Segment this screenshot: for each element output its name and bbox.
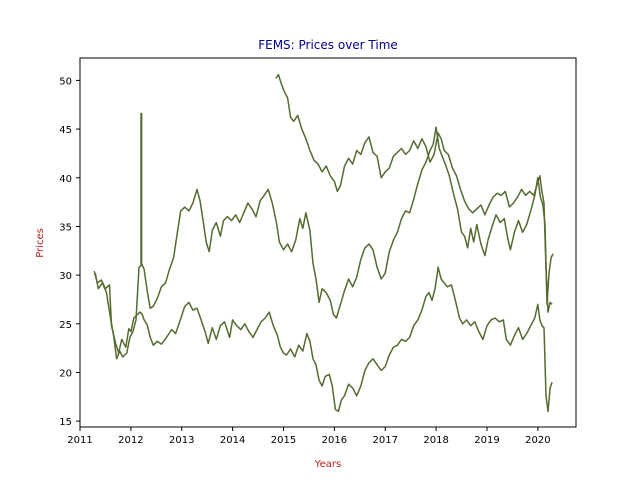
y-tick-label: 15 — [59, 417, 72, 428]
y-axis-label: Prices — [35, 228, 46, 258]
y-tick-label: 50 — [59, 76, 72, 87]
x-tick-label: 2012 — [118, 435, 143, 446]
y-tick-label: 25 — [59, 320, 72, 331]
y-axis: 15 20 25 30 35 40 45 50 — [59, 76, 80, 428]
x-tick-label: 2017 — [373, 435, 398, 446]
x-tick-label: 2020 — [525, 435, 550, 446]
series-line-1 — [93, 266, 553, 413]
x-tick-label: 2016 — [322, 435, 347, 446]
y-tick-label: 20 — [59, 368, 72, 379]
plot-area-frame — [79, 57, 577, 428]
x-axis: 2011 2012 2013 2014 2015 2016 2017 2018 2019 2020 — [67, 427, 551, 446]
y-tick-label: 30 — [59, 271, 72, 282]
x-tick-label: 2015 — [271, 435, 296, 446]
x-tick-label: 2011 — [67, 435, 92, 446]
x-tick-label: 2013 — [169, 435, 194, 446]
x-tick-label: 2019 — [474, 435, 499, 446]
y-tick-label: 40 — [59, 174, 72, 185]
x-axis-label: Years — [314, 459, 341, 470]
series-layer — [93, 73, 554, 413]
y-tick-label: 45 — [59, 125, 72, 136]
x-tick-label: 2018 — [423, 435, 448, 446]
series-line-2 — [94, 112, 554, 360]
y-tick-label: 35 — [59, 222, 72, 233]
x-tick-label: 2014 — [220, 435, 245, 446]
series-line-3 — [275, 73, 553, 313]
chart-title: FEMS: Prices over Time — [258, 38, 398, 52]
